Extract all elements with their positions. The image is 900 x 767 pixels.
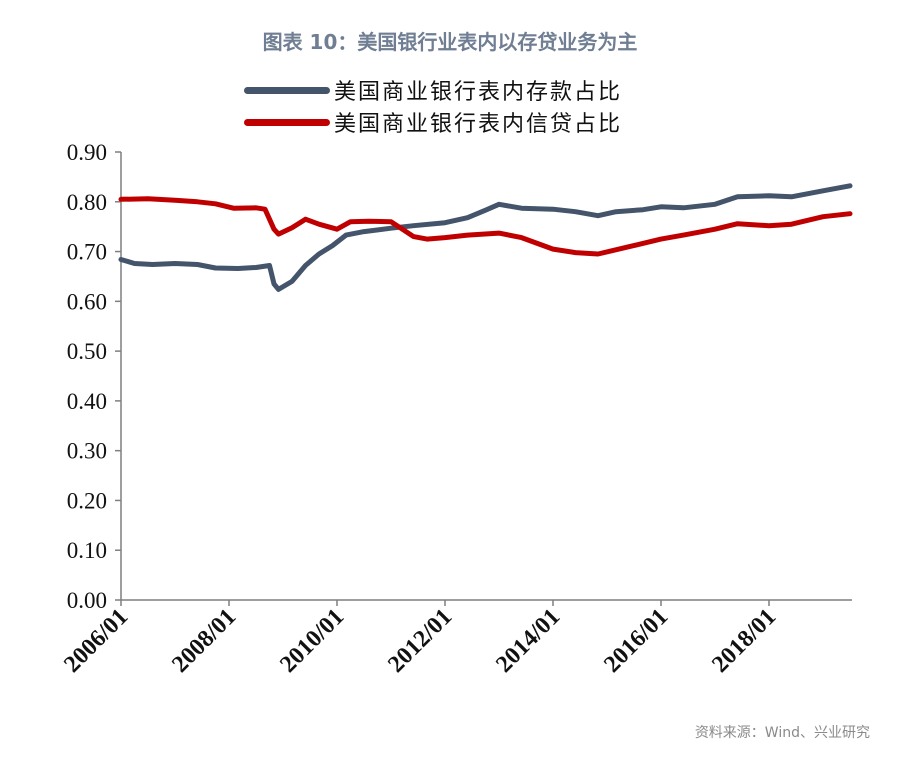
- legend-label-loans: 美国商业银行表内信贷占比: [334, 112, 623, 137]
- y-tick-label: 0.70: [67, 240, 107, 265]
- y-tick-label: 0.90: [67, 140, 107, 165]
- deposit-share-line: [118, 183, 853, 292]
- x-tick-label: 2010/01: [275, 604, 349, 678]
- series-layer: [118, 183, 853, 292]
- x-tick-label: 2006/01: [59, 604, 133, 678]
- x-tick-label: 2012/01: [383, 604, 457, 678]
- y-axis: 0.00 0.10 0.20 0.30 0.40 0.50 0.60 0.70 0.80 0.90: [67, 140, 122, 613]
- legend-swatch-loans: [244, 118, 330, 126]
- legend-label-deposits: 美国商业银行表内存款占比: [334, 80, 623, 105]
- y-tick-label: 0.20: [67, 488, 107, 513]
- y-tick-label: 0.00: [67, 588, 107, 613]
- legend-entry-deposits: 美国商业银行表内存款占比: [244, 74, 622, 106]
- chart-title: 图表 10：美国银行业表内以存贷业务为主: [262, 30, 638, 54]
- x-tick-label: 2016/01: [599, 604, 673, 678]
- x-tick-label: 2008/01: [167, 604, 241, 678]
- y-tick-label: 0.10: [67, 538, 107, 563]
- loan-share-line: [118, 196, 853, 257]
- source-note: 资料来源：Wind、兴业研究: [694, 725, 870, 741]
- y-tick-label: 0.40: [67, 389, 107, 414]
- y-tick-label: 0.80: [67, 190, 107, 215]
- legend-swatch-deposits: [244, 86, 330, 94]
- x-tick-label: 2014/01: [491, 604, 565, 678]
- chart-legend: 美国商业银行表内存款占比 美国商业银行表内信贷占比: [244, 74, 622, 138]
- x-tick-label: 2018/01: [707, 604, 781, 678]
- x-axis: 2006/01 2008/01 2010/01 2012/01 2014/01 2016/…: [59, 599, 852, 678]
- y-tick-label: 0.50: [67, 339, 107, 364]
- y-tick-label: 0.60: [67, 289, 107, 314]
- legend-entry-loans: 美国商业银行表内信贷占比: [244, 106, 622, 138]
- y-tick-label: 0.30: [67, 439, 107, 464]
